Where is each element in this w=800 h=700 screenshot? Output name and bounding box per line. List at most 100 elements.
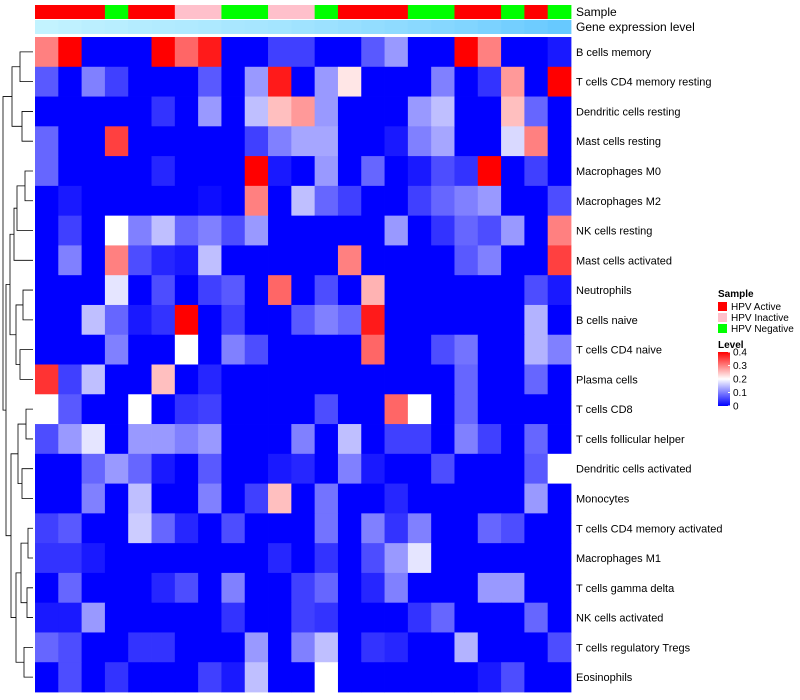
- heatmap-cell: [58, 424, 83, 455]
- heatmap-cell: [337, 632, 362, 663]
- heatmap-cell: [477, 215, 502, 246]
- heatmap-cell: [454, 96, 479, 127]
- heatmap-cell: [268, 662, 292, 693]
- heatmap-cell: [128, 126, 152, 157]
- dendrogram-branch: [15, 572, 24, 663]
- heatmap-cell: [128, 424, 152, 455]
- heatmap-cell: [454, 543, 479, 574]
- heatmap-cell: [244, 543, 269, 574]
- heatmap-cell: [268, 334, 292, 365]
- heatmap-cell: [198, 275, 222, 306]
- heatmap-cell: [337, 215, 362, 246]
- heatmap-cell: [431, 602, 455, 633]
- heatmap-cell: [174, 245, 199, 276]
- heatmap-cell: [431, 543, 455, 574]
- heatmap-cell: [337, 513, 362, 544]
- dendrogram-branch: [25, 408, 33, 440]
- heatmap-cell: [337, 126, 362, 157]
- heatmap-cell: [221, 394, 246, 425]
- heatmap-cell: [128, 364, 152, 395]
- heatmap-cell: [198, 215, 222, 246]
- heatmap-cell: [58, 513, 83, 544]
- heatmap-cell: [221, 37, 246, 68]
- heatmap-cell: [314, 632, 339, 663]
- heatmap-cell: [431, 334, 455, 365]
- heatmap-cell: [81, 424, 106, 455]
- heatmap-cell: [291, 513, 316, 544]
- annotation-label: Sample: [576, 5, 617, 19]
- heatmap-cell: [81, 304, 106, 336]
- heatmap-cell: [35, 424, 59, 455]
- heatmap-cell: [268, 543, 292, 574]
- heatmap-cell: [337, 453, 362, 484]
- heatmap-cell: [174, 453, 199, 484]
- heatmap-cell: [291, 245, 316, 276]
- heatmap-cell: [221, 334, 246, 365]
- heatmap-cell: [81, 453, 106, 484]
- heatmap-cell: [151, 245, 176, 276]
- heatmap-cell: [174, 37, 199, 68]
- sample-annotation-cell: [454, 5, 479, 19]
- row-label: Macrophages M1: [576, 553, 661, 565]
- heatmap-cell: [501, 483, 525, 514]
- row-label: T cells gamma delta: [576, 583, 675, 595]
- heatmap-cell: [221, 543, 246, 574]
- heatmap-cell: [174, 304, 199, 336]
- heatmap-cell: [477, 66, 502, 97]
- heatmap-cell: [104, 394, 129, 425]
- heatmap-cell: [384, 364, 409, 395]
- heatmap-cell: [244, 275, 269, 306]
- heatmap-cell: [314, 304, 339, 336]
- sample-annotation-cell: [58, 5, 83, 19]
- heatmap-cell: [244, 602, 269, 633]
- heatmap-cell: [431, 185, 455, 217]
- heatmap-cell: [291, 304, 316, 336]
- row-label: T cells follicular helper: [576, 434, 685, 446]
- heatmap-cell: [198, 96, 222, 127]
- heatmap-cell: [81, 156, 106, 187]
- heatmap-cell: [291, 275, 316, 306]
- heatmap-cell: [384, 245, 409, 276]
- heatmap-cell: [58, 185, 83, 217]
- row-label: B cells naive: [576, 315, 638, 327]
- expression-level-cell: [81, 20, 106, 34]
- heatmap-cell: [314, 334, 339, 365]
- heatmap-cell: [314, 275, 339, 306]
- heatmap-cell: [407, 543, 432, 574]
- heatmap-cell: [291, 453, 316, 484]
- heatmap-cell: [104, 275, 129, 306]
- heatmap-cell: [174, 632, 199, 663]
- heatmap-cell: [337, 96, 362, 127]
- heatmap-cell: [151, 364, 176, 395]
- heatmap-cell: [35, 215, 59, 246]
- heatmap-cell: [384, 572, 409, 604]
- heatmap-cell: [198, 543, 222, 574]
- heatmap-cell: [431, 513, 455, 544]
- heatmap-cell: [151, 483, 176, 514]
- heatmap-cell: [268, 394, 292, 425]
- heatmap-cell: [477, 275, 502, 306]
- heatmap-cell: [314, 662, 339, 693]
- heatmap-cell: [384, 215, 409, 246]
- heatmap-cell: [314, 424, 339, 455]
- heatmap-cell: [314, 126, 339, 157]
- heatmap-cell: [174, 126, 199, 157]
- heatmap-cell: [268, 126, 292, 157]
- heatmap-cell: [337, 66, 362, 97]
- heatmap-cell: [547, 275, 572, 306]
- heatmap-cell: [244, 334, 269, 365]
- heatmap-cell: [477, 632, 502, 663]
- heatmap-cell: [314, 602, 339, 633]
- heatmap-cell: [361, 662, 385, 693]
- expression-level-cell: [58, 20, 83, 34]
- heatmap-cell: [58, 602, 83, 633]
- legend-item-label: HPV Active: [731, 302, 781, 313]
- heatmap-cell: [431, 37, 455, 68]
- heatmap-cell: [361, 394, 385, 425]
- row-labels: B cells memory T cells CD4 memory resting…: [576, 47, 723, 684]
- heatmap-cell: [291, 126, 316, 157]
- sample-annotation-cell: [151, 5, 176, 19]
